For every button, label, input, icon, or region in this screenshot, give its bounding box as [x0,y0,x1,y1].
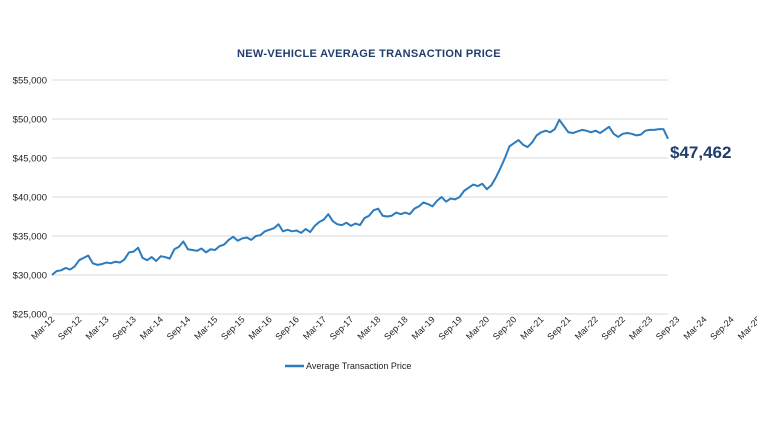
y-tick-label: $40,000 [13,193,47,204]
x-tick-label: Mar-19 [410,314,437,341]
x-tick-label: Sep-22 [600,314,628,342]
y-tick-label: $50,000 [13,115,47,126]
x-tick-label: Mar-16 [247,314,274,341]
x-tick-label: Sep-18 [382,314,410,342]
x-tick-label: Mar-14 [138,314,165,341]
y-tick-label: $30,000 [13,271,47,282]
y-tick-label: $55,000 [13,76,47,87]
x-axis: Mar-12 Sep-12 Mar-13 Sep-13 Mar-14 Sep-14 Mar-… [29,314,757,342]
x-tick-label: Mar-18 [355,314,382,341]
legend: Average Transaction Price [285,361,411,371]
x-tick-label: Mar-13 [84,314,111,341]
x-tick-label: Sep-12 [56,314,84,342]
x-tick-label: Mar-20 [464,314,491,341]
x-tick-label: Sep-13 [110,314,138,342]
latest-value-callout: $47,462 [670,143,731,162]
x-tick-label: Sep-23 [654,314,682,342]
x-tick-label: Sep-24 [708,314,736,342]
y-axis: $25,000 $30,000 $35,000 $40,000 $45,000 $50,0… [13,76,47,321]
x-tick-label: Sep-20 [491,314,519,342]
series-group [51,118,669,276]
x-tick-label: Mar-22 [573,314,600,341]
x-tick-label: Mar-24 [681,314,708,341]
x-tick-label: Sep-15 [219,314,247,342]
legend-label: Average Transaction Price [306,361,411,371]
y-tick-label: $25,000 [13,310,47,321]
x-tick-label: Sep-16 [273,314,301,342]
x-tick-label: Sep-21 [545,314,573,342]
x-tick-label: Mar-25 [736,314,757,341]
x-tick-label: Sep-14 [165,314,193,342]
x-tick-label: Sep-17 [328,314,356,342]
chart-title: NEW-VEHICLE AVERAGE TRANSACTION PRICE [237,48,501,60]
x-tick-label: Mar-21 [518,314,545,341]
y-tick-label: $45,000 [13,154,47,165]
x-tick-label: Mar-17 [301,314,328,341]
x-tick-label: Sep-19 [436,314,464,342]
x-tick-label: Mar-15 [192,314,219,341]
series-line-average-transaction-price [51,118,669,276]
y-tick-label: $35,000 [13,232,47,243]
x-tick-label: Mar-23 [627,314,654,341]
gridlines [52,79,668,315]
